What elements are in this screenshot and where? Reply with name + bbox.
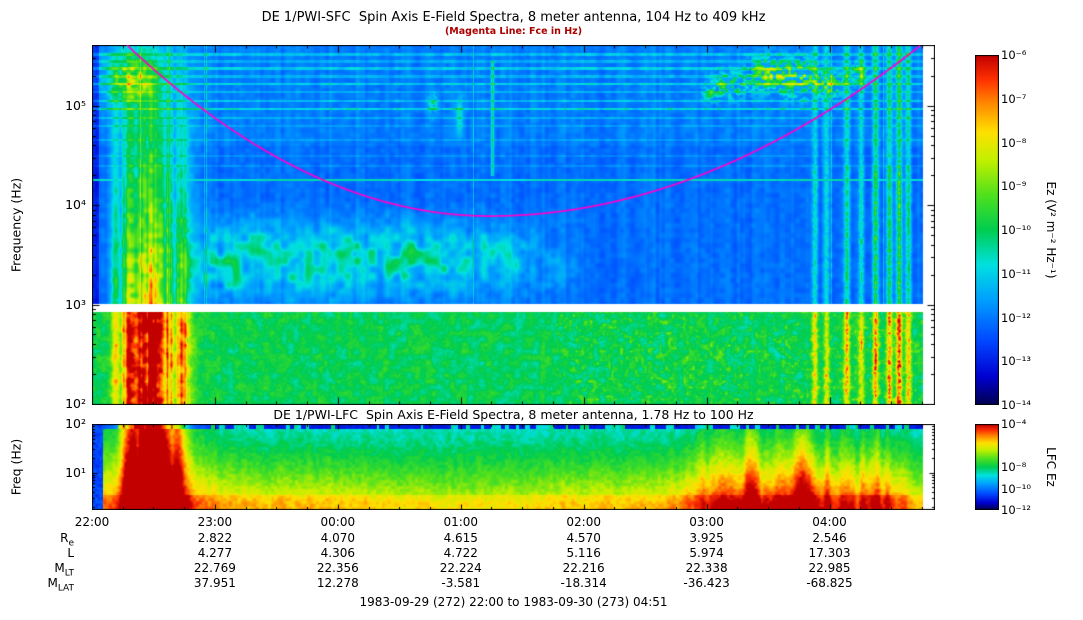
ephemeris-label-sub: e xyxy=(68,538,74,549)
ephemeris-value: 22.224 xyxy=(439,561,482,575)
ephemeris-value: 4.277 xyxy=(197,546,233,560)
ephemeris-value: -18.314 xyxy=(560,576,607,590)
sfc-colorbar-tick-label: 10⁻¹⁴ xyxy=(1001,398,1031,412)
sfc-ytick-label: 10² xyxy=(65,396,86,411)
lfc-spectrogram-canvas xyxy=(92,424,935,510)
ephemeris-label-base: M xyxy=(54,561,65,575)
sfc-colorbar-tick-label: 10⁻¹⁰ xyxy=(1001,223,1031,237)
time-range-footer: 1983-09-29 (272) 22:00 to 1983-09-30 (27… xyxy=(359,595,668,609)
x-axis-tick-label: 02:00 xyxy=(566,515,601,529)
ephemeris-value: 4.570 xyxy=(566,531,601,545)
lfc-colorbar-tick-label: 10⁻¹² xyxy=(1001,503,1031,517)
sfc-ytick-label: 10⁵ xyxy=(65,97,86,113)
sfc-colorbar-tick-label: 10⁻¹³ xyxy=(1001,354,1031,369)
ephemeris-row-label-mlat: MLAT xyxy=(18,576,74,593)
ephemeris-value: 2.546 xyxy=(812,531,847,545)
lfc-ytick-label: 10² xyxy=(65,416,86,431)
lfc-y-axis-label: Freq (Hz) xyxy=(8,438,24,496)
ephemeris-label-base: R xyxy=(60,531,69,545)
ephemeris-value: 22.216 xyxy=(562,561,605,575)
lfc-colorbar-tick-label: 10⁻¹⁰ xyxy=(1001,481,1031,496)
ephemeris-value: 17.303 xyxy=(808,546,851,560)
sfc-colorbar-tick-label: 10⁻⁹ xyxy=(1001,179,1027,194)
ephemeris-value: 2.822 xyxy=(197,531,233,545)
ephemeris-value: -3.581 xyxy=(441,576,481,590)
ephemeris-row-label-mlt: MLT xyxy=(18,561,74,578)
sfc-title: DE 1/PWI-SFC Spin Axis E-Field Spectra, … xyxy=(261,10,766,25)
sfc-ytick-label: 10³ xyxy=(65,296,86,312)
ephemeris-label-base: M xyxy=(47,576,58,590)
sfc-spectrogram-canvas xyxy=(92,45,935,405)
ephemeris-value: 3.925 xyxy=(689,531,724,545)
ephemeris-value: 4.615 xyxy=(443,531,478,545)
sfc-colorbar-tick-label: 10⁻¹¹ xyxy=(1001,266,1031,281)
ephemeris-label-sub: LAT xyxy=(57,583,74,594)
x-axis-tick-label: 00:00 xyxy=(320,515,356,529)
sfc-colorbar-label: Ez (V² m⁻² Hz⁻¹) xyxy=(1044,181,1058,279)
lfc-colorbar-tick-label: 10⁻⁸ xyxy=(1001,460,1027,474)
x-axis-tick-label: 03:00 xyxy=(689,515,724,529)
ephemeris-value: 22.356 xyxy=(316,561,359,575)
ephemeris-value: 12.278 xyxy=(316,576,359,590)
lfc-colorbar xyxy=(975,424,999,510)
sfc-colorbar-tick-label: 10⁻⁷ xyxy=(1001,91,1027,106)
ephemeris-value: 5.116 xyxy=(566,546,601,560)
lfc-ytick-label: 10¹ xyxy=(65,464,86,480)
ephemeris-row-label-re: Re xyxy=(18,531,74,548)
ephemeris-value: 4.722 xyxy=(443,546,478,560)
sfc-colorbar-tick-label: 10⁻⁶ xyxy=(1001,48,1027,62)
sfc-colorbar-tick-label: 10⁻¹² xyxy=(1001,310,1031,325)
x-axis-tick-label: 04:00 xyxy=(812,515,847,529)
ephemeris-label-base: L xyxy=(67,546,74,560)
sfc-subtitle: (Magenta Line: Fce in Hz) xyxy=(444,26,583,37)
ephemeris-value: -36.423 xyxy=(683,576,730,590)
x-axis-tick-label: 22:00 xyxy=(74,515,110,529)
sfc-colorbar-tick-label: 10⁻⁸ xyxy=(1001,135,1027,150)
lfc-colorbar-label: LFC Ez xyxy=(1044,447,1058,487)
ephemeris-value: 4.070 xyxy=(320,531,355,545)
ephemeris-label-sub: LT xyxy=(64,568,74,579)
lfc-colorbar-tick-label: 10⁻⁴ xyxy=(1001,417,1027,431)
ephemeris-value: 5.974 xyxy=(689,546,724,560)
sfc-colorbar xyxy=(975,55,999,405)
ephemeris-value: 22.338 xyxy=(685,561,728,575)
sfc-ytick-label: 10⁴ xyxy=(65,197,86,213)
x-axis-tick-label: 23:00 xyxy=(197,515,233,529)
x-axis-tick-label: 01:00 xyxy=(443,515,479,529)
lfc-title: DE 1/PWI-LFC Spin Axis E-Field Spectra, … xyxy=(273,407,754,422)
ephemeris-value: 22.769 xyxy=(193,561,236,575)
ephemeris-value: -68.825 xyxy=(806,576,853,590)
ephemeris-value: 37.951 xyxy=(193,576,236,590)
ephemeris-value: 4.306 xyxy=(320,546,355,560)
sfc-y-axis-label: Frequency (Hz) xyxy=(8,177,24,273)
ephemeris-row-label-l: L xyxy=(18,546,74,563)
ephemeris-value: 22.985 xyxy=(808,561,851,575)
